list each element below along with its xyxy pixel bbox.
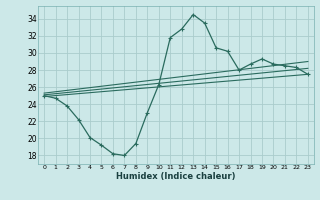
X-axis label: Humidex (Indice chaleur): Humidex (Indice chaleur) xyxy=(116,172,236,181)
